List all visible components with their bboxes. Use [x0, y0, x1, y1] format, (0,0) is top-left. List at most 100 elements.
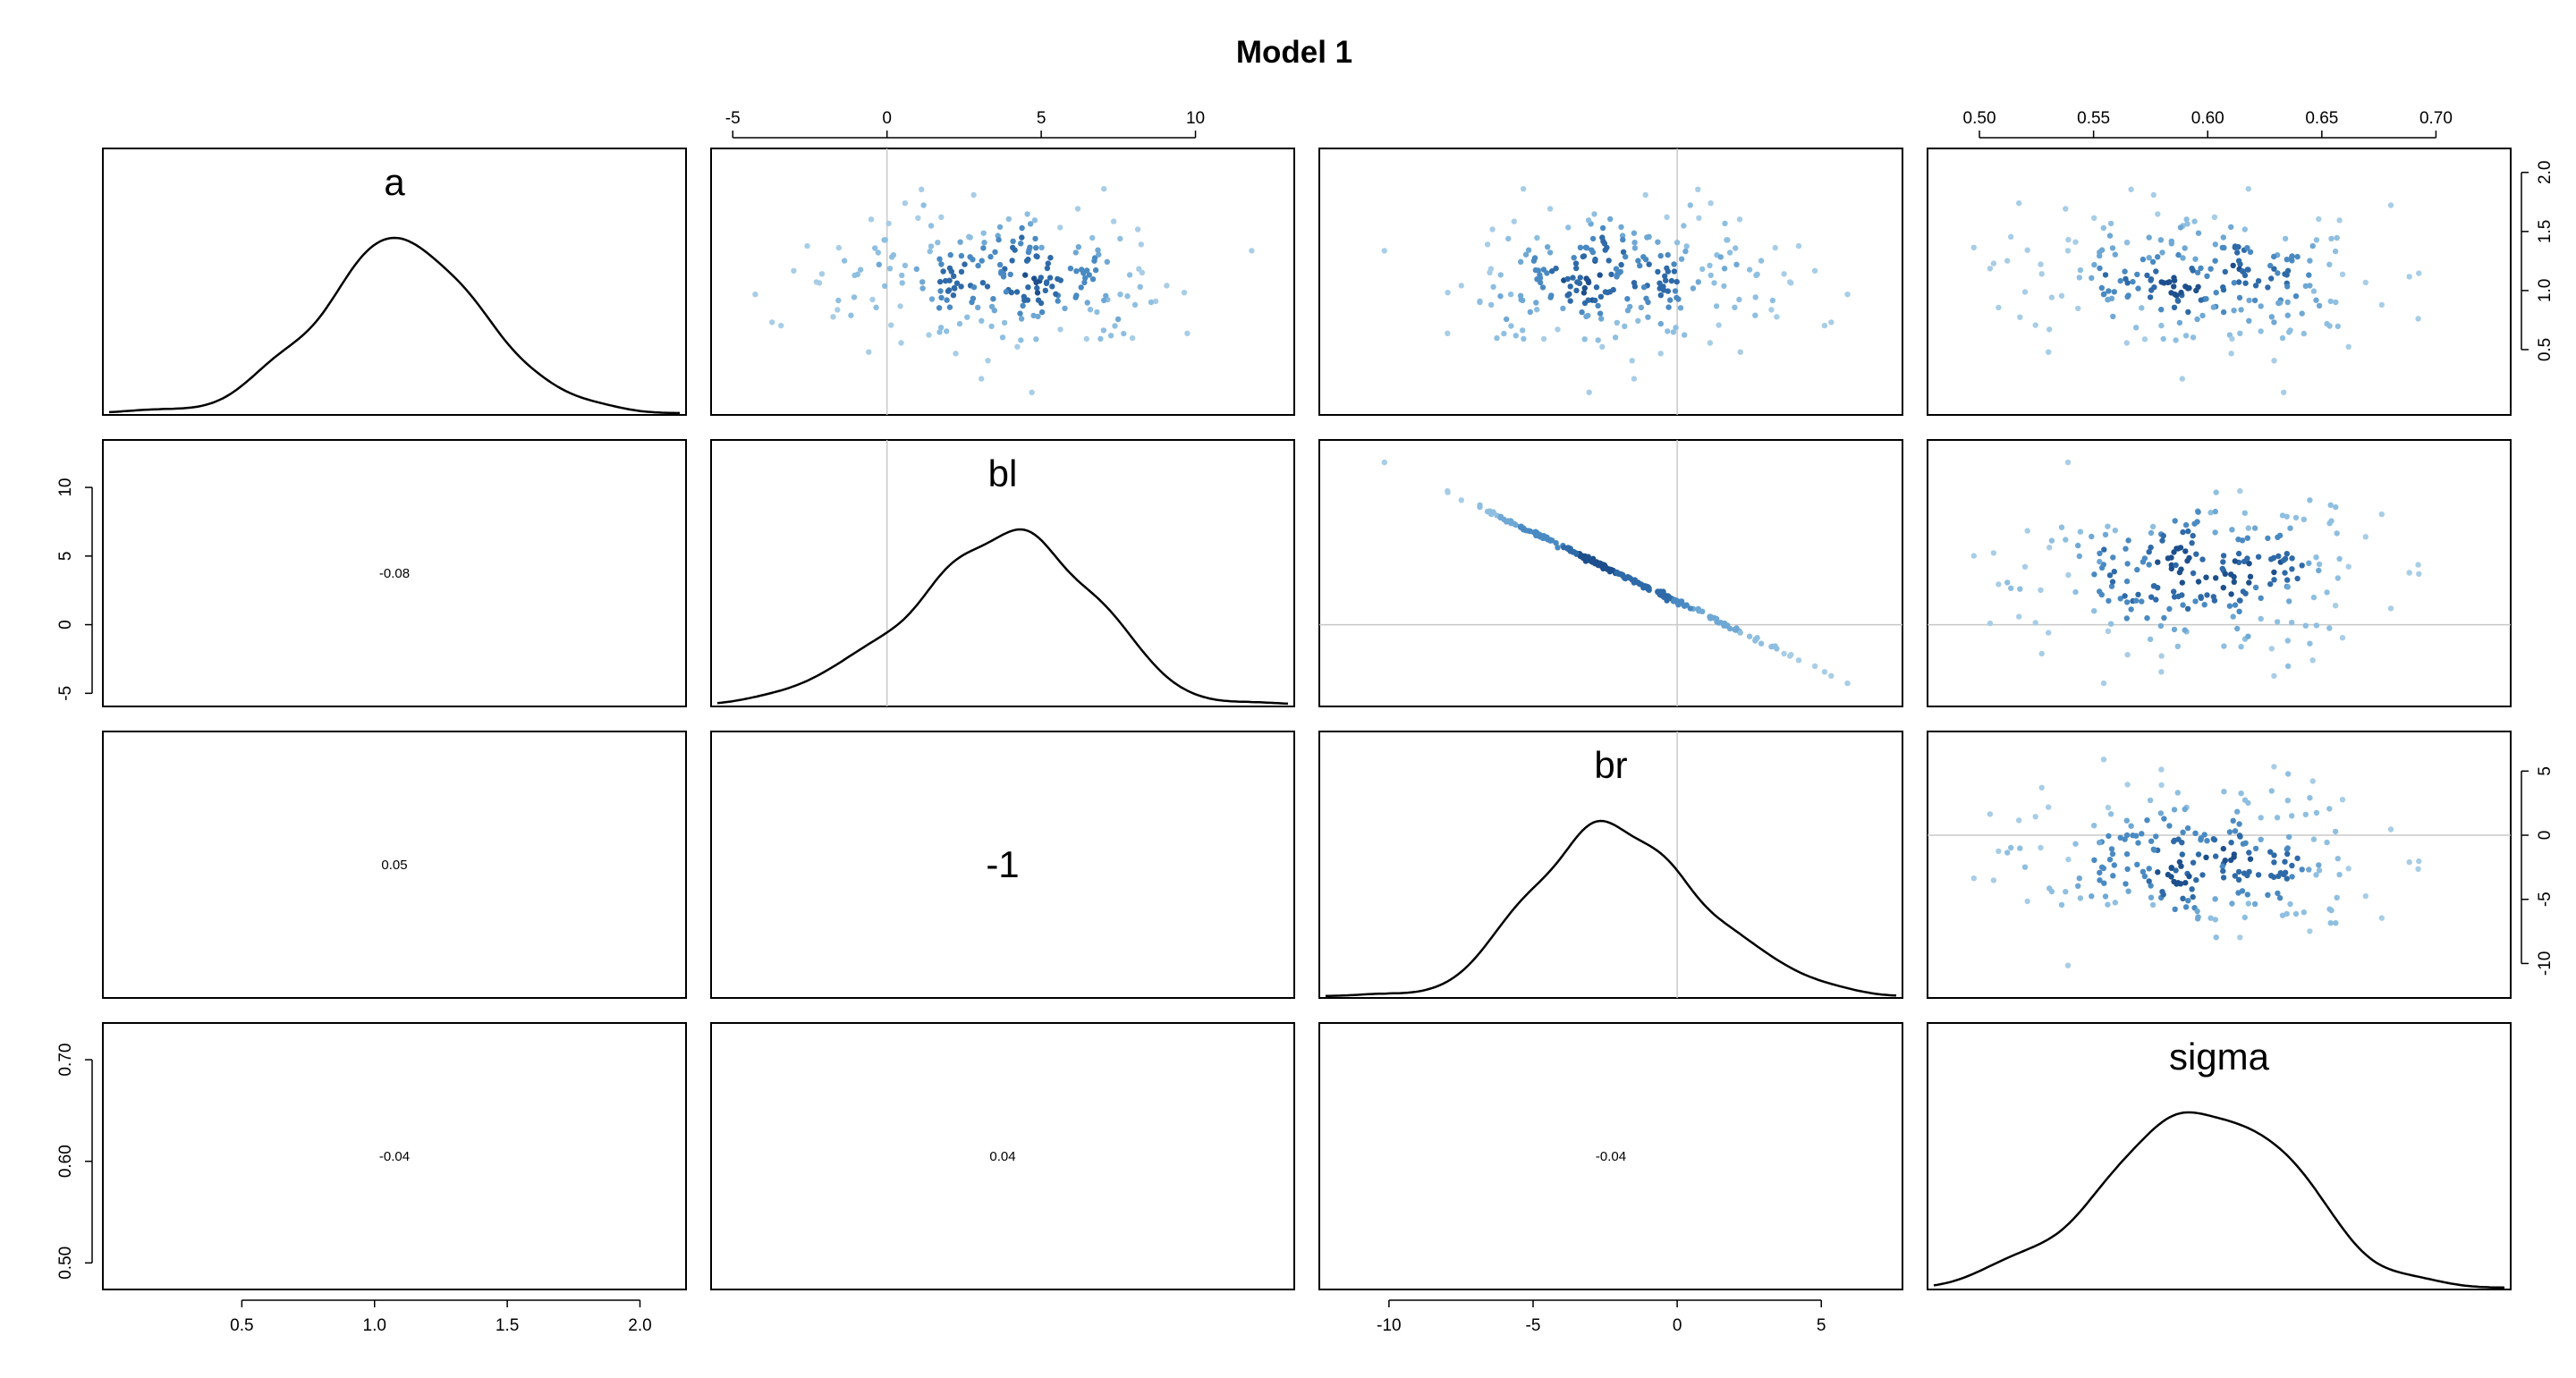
- scatter-point: [1721, 266, 1728, 272]
- scatter-point: [1607, 216, 1614, 223]
- scatter-point: [2236, 294, 2243, 301]
- scatter-point: [1018, 316, 1025, 322]
- scatter-point: [2334, 575, 2341, 581]
- scatter-point: [2201, 602, 2207, 608]
- scatter-point: [1445, 290, 1451, 296]
- scatter-point: [2276, 895, 2284, 901]
- scatter-point: [2231, 579, 2237, 585]
- scatter-point: [2332, 828, 2339, 835]
- scatter-point: [946, 304, 953, 310]
- scatter-point: [1655, 239, 1661, 245]
- scatter-point: [1591, 559, 1597, 565]
- scatter-point: [2194, 908, 2200, 915]
- scatter-point: [2148, 545, 2154, 551]
- scatter-point: [2246, 579, 2252, 586]
- scatter-point: [2144, 615, 2150, 621]
- scatter-point: [2168, 554, 2174, 561]
- scatter-point: [2123, 578, 2131, 585]
- scatter-point: [2210, 836, 2216, 842]
- scatter-point: [1488, 511, 1495, 518]
- scatter-point: [1033, 279, 1039, 286]
- scatter-point: [2212, 258, 2218, 264]
- scatter-point: [1585, 297, 1591, 303]
- scatter-point: [2251, 900, 2258, 908]
- scatter-point: [1695, 279, 1702, 285]
- scatter-point: [2245, 900, 2251, 907]
- scatter-point: [872, 245, 878, 251]
- scatter-point: [902, 262, 909, 269]
- scatter-point: [2415, 316, 2421, 322]
- scatter-points: [752, 148, 1255, 415]
- scatter-point: [1508, 520, 1514, 527]
- scatter-point: [1754, 635, 1760, 641]
- scatter-point: [953, 280, 961, 286]
- scatter-point: [2284, 312, 2291, 318]
- scatter-point: [869, 296, 876, 303]
- scatter-point: [2100, 680, 2107, 687]
- scatter-point: [2171, 549, 2177, 555]
- scatter-point: [1671, 261, 1677, 267]
- scatter-point: [886, 220, 892, 227]
- scatter-point: [1670, 329, 1677, 335]
- scatter-point: [2313, 554, 2319, 561]
- scatter-point: [1112, 323, 1118, 329]
- scatter-point: [2284, 771, 2292, 777]
- scatter-point: [2179, 851, 2185, 858]
- scatter-point: [1576, 280, 1583, 286]
- scatter-point: [2232, 602, 2239, 608]
- scatter-point: [1581, 336, 1588, 342]
- scatter-point: [2139, 598, 2145, 604]
- scatter-point: [2284, 845, 2291, 851]
- scatter-point: [1034, 290, 1041, 296]
- scatter-point: [2268, 275, 2275, 282]
- scatter-point: [2065, 856, 2072, 863]
- scatter-point: [964, 314, 970, 320]
- scatter-point: [2123, 545, 2129, 552]
- scatter-point: [2182, 627, 2188, 633]
- scatter-point: [1546, 206, 1554, 212]
- scatter-point: [2091, 571, 2097, 578]
- scatter-point: [1075, 244, 1082, 250]
- scatter-point: [1024, 211, 1030, 217]
- axis-tick-label: 5: [1037, 109, 1046, 128]
- scatter-point: [1003, 289, 1010, 295]
- panel-br-bl: [710, 731, 1295, 999]
- scatter-point: [1549, 537, 1555, 544]
- scatter-point: [2128, 186, 2134, 192]
- scatter-point: [2310, 288, 2318, 294]
- scatter-point: [919, 285, 926, 292]
- scatter-point: [2236, 608, 2242, 614]
- scatter-point: [2316, 302, 2323, 309]
- scatter-point: [2213, 853, 2219, 859]
- scatter-point: [1007, 271, 1013, 278]
- scatter-point: [2046, 630, 2052, 636]
- scatter-point: [2153, 596, 2159, 603]
- scatter-point: [1531, 255, 1538, 261]
- scatter-point: [1631, 230, 1638, 236]
- scatter-point: [1067, 266, 1074, 272]
- scatter-point: [2286, 598, 2292, 604]
- scatter-point: [2268, 646, 2275, 652]
- scatter-point: [1487, 269, 1493, 275]
- scatter-point: [2108, 846, 2115, 852]
- scatter-point: [2106, 232, 2114, 239]
- scatter-point: [2244, 535, 2250, 541]
- x-axis-br-bottom: -10 -5 0 5: [1377, 1299, 1826, 1335]
- scatter-point: [2282, 570, 2288, 576]
- scatter-point: [2072, 588, 2079, 596]
- scatter-point: [830, 314, 836, 320]
- scatter-point: [1716, 322, 1722, 328]
- scatter-point: [1092, 266, 1099, 274]
- scatter-points: [1928, 757, 2511, 968]
- scatter-point: [2182, 806, 2188, 813]
- scatter-point: [2146, 866, 2152, 872]
- scatter-point: [1645, 314, 1651, 320]
- scatter-point: [951, 273, 957, 279]
- scatter-point: [898, 340, 904, 346]
- scatter-point: [2101, 291, 2107, 297]
- scatter-point: [2282, 235, 2289, 242]
- scatter-point: [1537, 275, 1544, 282]
- scatter-point: [2064, 248, 2072, 254]
- scatter-point: [928, 243, 935, 249]
- scatter-point: [2107, 811, 2114, 817]
